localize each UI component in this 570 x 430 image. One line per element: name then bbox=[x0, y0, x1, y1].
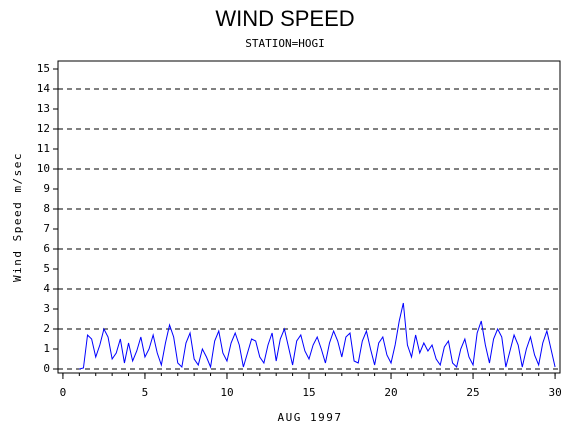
x-tick-label: 25 bbox=[466, 386, 479, 399]
x-tick-label: 10 bbox=[220, 386, 233, 399]
x-tick-label: 5 bbox=[142, 386, 149, 399]
y-tick-label: 11 bbox=[37, 142, 50, 155]
y-tick-label: 8 bbox=[43, 202, 50, 215]
y-axis-label: Wind Speed m/sec bbox=[11, 152, 24, 282]
y-tick-label: 9 bbox=[43, 182, 50, 195]
x-axis-label: AUG 1997 bbox=[278, 411, 343, 424]
y-tick-label: 0 bbox=[43, 362, 50, 375]
y-tick-label: 10 bbox=[37, 162, 50, 175]
y-tick-label: 15 bbox=[37, 62, 50, 75]
x-tick-label: 0 bbox=[60, 386, 67, 399]
x-tick-label: 20 bbox=[384, 386, 397, 399]
x-tick-label: 30 bbox=[548, 386, 561, 399]
y-tick-label: 4 bbox=[43, 282, 50, 295]
plot-frame bbox=[57, 60, 561, 374]
x-tick-label: 15 bbox=[302, 386, 315, 399]
y-tick-label: 13 bbox=[37, 102, 50, 115]
y-tick-label: 5 bbox=[43, 262, 50, 275]
data-line bbox=[79, 302, 556, 370]
chart-title: WIND SPEED bbox=[215, 6, 354, 31]
y-tick-label: 1 bbox=[43, 342, 50, 355]
y-tick-label: 6 bbox=[43, 242, 50, 255]
chart-subtitle: STATION=HOGI bbox=[245, 37, 324, 50]
y-tick-label: 2 bbox=[43, 322, 50, 335]
y-tick-label: 14 bbox=[37, 82, 51, 95]
y-tick-label: 7 bbox=[43, 222, 50, 235]
y-tick-label: 3 bbox=[43, 302, 50, 315]
y-tick-label: 12 bbox=[37, 122, 50, 135]
